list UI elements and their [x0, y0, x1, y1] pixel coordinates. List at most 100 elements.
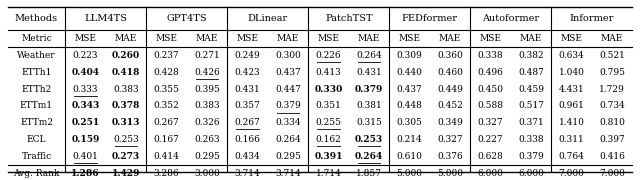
Text: 0.764: 0.764: [559, 152, 584, 161]
Text: 0.343: 0.343: [71, 101, 100, 110]
Text: 0.327: 0.327: [437, 135, 463, 144]
Text: 0.378: 0.378: [112, 101, 140, 110]
Text: MSE: MSE: [399, 34, 420, 43]
Text: 0.253: 0.253: [113, 135, 139, 144]
Text: Informer: Informer: [570, 14, 614, 23]
Text: 0.391: 0.391: [314, 152, 343, 161]
Text: 0.383: 0.383: [113, 85, 139, 94]
Text: ETTh2: ETTh2: [21, 85, 52, 94]
Text: 0.440: 0.440: [397, 68, 422, 77]
Text: 0.610: 0.610: [397, 152, 422, 161]
Text: 0.309: 0.309: [397, 51, 422, 60]
Text: 0.487: 0.487: [518, 68, 544, 77]
Text: 0.333: 0.333: [73, 85, 99, 94]
Text: 0.437: 0.437: [275, 68, 301, 77]
Text: 0.330: 0.330: [314, 85, 342, 94]
Text: Methods: Methods: [15, 14, 58, 23]
Text: 0.251: 0.251: [72, 118, 100, 127]
Text: 0.295: 0.295: [194, 152, 220, 161]
Text: 0.214: 0.214: [397, 135, 422, 144]
Text: 0.434: 0.434: [235, 152, 260, 161]
Text: Autoformer: Autoformer: [482, 14, 540, 23]
Text: 3.714: 3.714: [275, 169, 301, 178]
Text: 0.334: 0.334: [275, 118, 301, 127]
Text: Weather: Weather: [17, 51, 56, 60]
Text: 0.167: 0.167: [154, 135, 179, 144]
Text: MSE: MSE: [317, 34, 339, 43]
Text: 0.588: 0.588: [477, 101, 504, 110]
Text: 0.379: 0.379: [518, 152, 544, 161]
Text: GPT4TS: GPT4TS: [166, 14, 207, 23]
Text: ECL: ECL: [27, 135, 46, 144]
Text: 0.371: 0.371: [518, 118, 544, 127]
Text: MAE: MAE: [439, 34, 461, 43]
Text: 0.418: 0.418: [112, 68, 140, 77]
Text: 0.315: 0.315: [356, 118, 382, 127]
Text: MAE: MAE: [277, 34, 299, 43]
Text: ETTm1: ETTm1: [20, 101, 53, 110]
Text: 0.795: 0.795: [599, 68, 625, 77]
Text: 3.714: 3.714: [235, 169, 260, 178]
Text: MAE: MAE: [520, 34, 542, 43]
Text: 0.431: 0.431: [235, 85, 260, 94]
Text: MSE: MSE: [156, 34, 177, 43]
Text: 7.000: 7.000: [559, 169, 584, 178]
Text: 0.352: 0.352: [154, 101, 179, 110]
Text: 0.381: 0.381: [356, 101, 382, 110]
Text: 6.000: 6.000: [518, 169, 544, 178]
Text: 0.349: 0.349: [437, 118, 463, 127]
Text: 0.226: 0.226: [316, 51, 341, 60]
Text: 0.628: 0.628: [477, 152, 504, 161]
Text: 0.517: 0.517: [518, 101, 544, 110]
Text: MAE: MAE: [196, 34, 218, 43]
Text: 1.040: 1.040: [559, 68, 584, 77]
Text: DLinear: DLinear: [248, 14, 288, 23]
Text: MSE: MSE: [74, 34, 97, 43]
Text: 0.379: 0.379: [275, 101, 301, 110]
Text: 0.355: 0.355: [154, 85, 179, 94]
Text: 1.857: 1.857: [356, 169, 382, 178]
Text: Metric: Metric: [21, 34, 52, 43]
Text: MSE: MSE: [561, 34, 582, 43]
Text: 0.326: 0.326: [194, 118, 220, 127]
Text: Traffic: Traffic: [21, 152, 52, 161]
Text: Avg. Rank: Avg. Rank: [13, 169, 60, 178]
Text: 0.255: 0.255: [316, 118, 342, 127]
Text: 0.313: 0.313: [112, 118, 140, 127]
Text: 1.410: 1.410: [559, 118, 584, 127]
Text: 0.260: 0.260: [112, 51, 140, 60]
Text: 0.338: 0.338: [477, 51, 503, 60]
Text: 0.300: 0.300: [275, 51, 301, 60]
Text: 0.295: 0.295: [275, 152, 301, 161]
Text: 0.357: 0.357: [234, 101, 260, 110]
Text: 0.249: 0.249: [235, 51, 260, 60]
Text: MSE: MSE: [237, 34, 259, 43]
Text: MSE: MSE: [479, 34, 502, 43]
Text: PatchTST: PatchTST: [325, 14, 372, 23]
Text: ETTh1: ETTh1: [21, 68, 52, 77]
Text: 0.521: 0.521: [599, 51, 625, 60]
Text: 0.253: 0.253: [355, 135, 383, 144]
Text: 0.263: 0.263: [194, 135, 220, 144]
Text: MAE: MAE: [358, 34, 380, 43]
Text: 1.729: 1.729: [599, 85, 625, 94]
Text: 0.159: 0.159: [71, 135, 100, 144]
Text: 0.413: 0.413: [316, 68, 341, 77]
Text: 5.000: 5.000: [397, 169, 422, 178]
Text: 3.000: 3.000: [194, 169, 220, 178]
Text: 4.431: 4.431: [559, 85, 584, 94]
Text: MAE: MAE: [601, 34, 623, 43]
Text: 0.437: 0.437: [397, 85, 422, 94]
Text: 0.734: 0.734: [599, 101, 625, 110]
Text: 0.423: 0.423: [235, 68, 260, 77]
Text: 0.452: 0.452: [437, 101, 463, 110]
Text: 0.382: 0.382: [518, 51, 544, 60]
Text: 0.426: 0.426: [194, 68, 220, 77]
Text: 0.267: 0.267: [154, 118, 179, 127]
Text: 0.401: 0.401: [72, 152, 99, 161]
Text: 0.460: 0.460: [437, 68, 463, 77]
Text: 0.634: 0.634: [559, 51, 584, 60]
Text: MAE: MAE: [115, 34, 137, 43]
Text: 0.459: 0.459: [518, 85, 544, 94]
Text: 0.428: 0.428: [154, 68, 179, 77]
